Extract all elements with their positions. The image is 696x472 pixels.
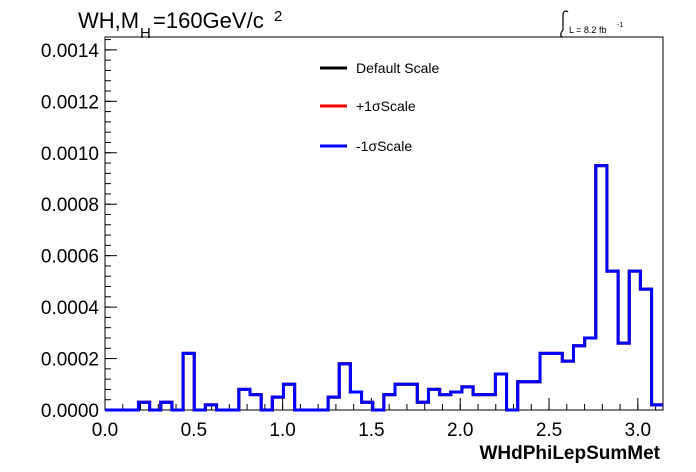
y-tick-label: 0.0014 bbox=[41, 41, 100, 62]
chart-title-superscript: 2 bbox=[274, 8, 282, 25]
chart-title-subscript: H bbox=[140, 25, 151, 42]
y-tick-label: 0.0002 bbox=[41, 350, 99, 371]
chart-title-main: WH,M bbox=[78, 8, 139, 33]
y-tick-label: 0.0010 bbox=[41, 144, 99, 165]
plot-frame bbox=[104, 36, 664, 411]
x-tick-label: 3.0 bbox=[625, 420, 651, 441]
y-tick-label: 0.0012 bbox=[41, 92, 99, 113]
x-tick-label: 0.5 bbox=[181, 420, 207, 441]
legend-label-plus1sigma: +1σScale bbox=[356, 98, 416, 114]
y-tick-label: 0.0004 bbox=[41, 298, 100, 319]
legend: Default Scale +1σScale -1σScale bbox=[320, 60, 439, 154]
lumi-superscript: -1 bbox=[617, 22, 623, 29]
series-layer bbox=[105, 164, 663, 412]
y-tick-label: 0.0000 bbox=[41, 401, 99, 422]
x-tick-label: 2.0 bbox=[447, 420, 473, 441]
legend-label-minus1sigma: -1σScale bbox=[356, 138, 412, 154]
lumi-label: L = 8.2 fb bbox=[569, 25, 606, 35]
x-axis-label: WHdPhiLepSumMet bbox=[480, 443, 661, 464]
integral-icon bbox=[560, 10, 569, 38]
x-tick-label: 2.5 bbox=[536, 420, 562, 441]
y-tick-label: 0.0006 bbox=[41, 247, 99, 268]
y-axis: 0.0000 0.0002 0.0004 0.0006 0.0008 0.0010 0.00… bbox=[41, 39, 117, 422]
x-tick-label: 0.0 bbox=[92, 420, 118, 441]
histogram-series-2 bbox=[105, 164, 663, 412]
x-tick-label: 1.5 bbox=[358, 420, 384, 441]
legend-label-default: Default Scale bbox=[356, 60, 439, 76]
x-tick-label: 1.0 bbox=[269, 420, 295, 441]
x-axis: 0.0 0.5 1.0 1.5 2.0 2.5 3.0 bbox=[92, 398, 657, 441]
chart-title-rest: =160GeV/c bbox=[153, 8, 264, 33]
y-tick-label: 0.0008 bbox=[41, 195, 99, 216]
